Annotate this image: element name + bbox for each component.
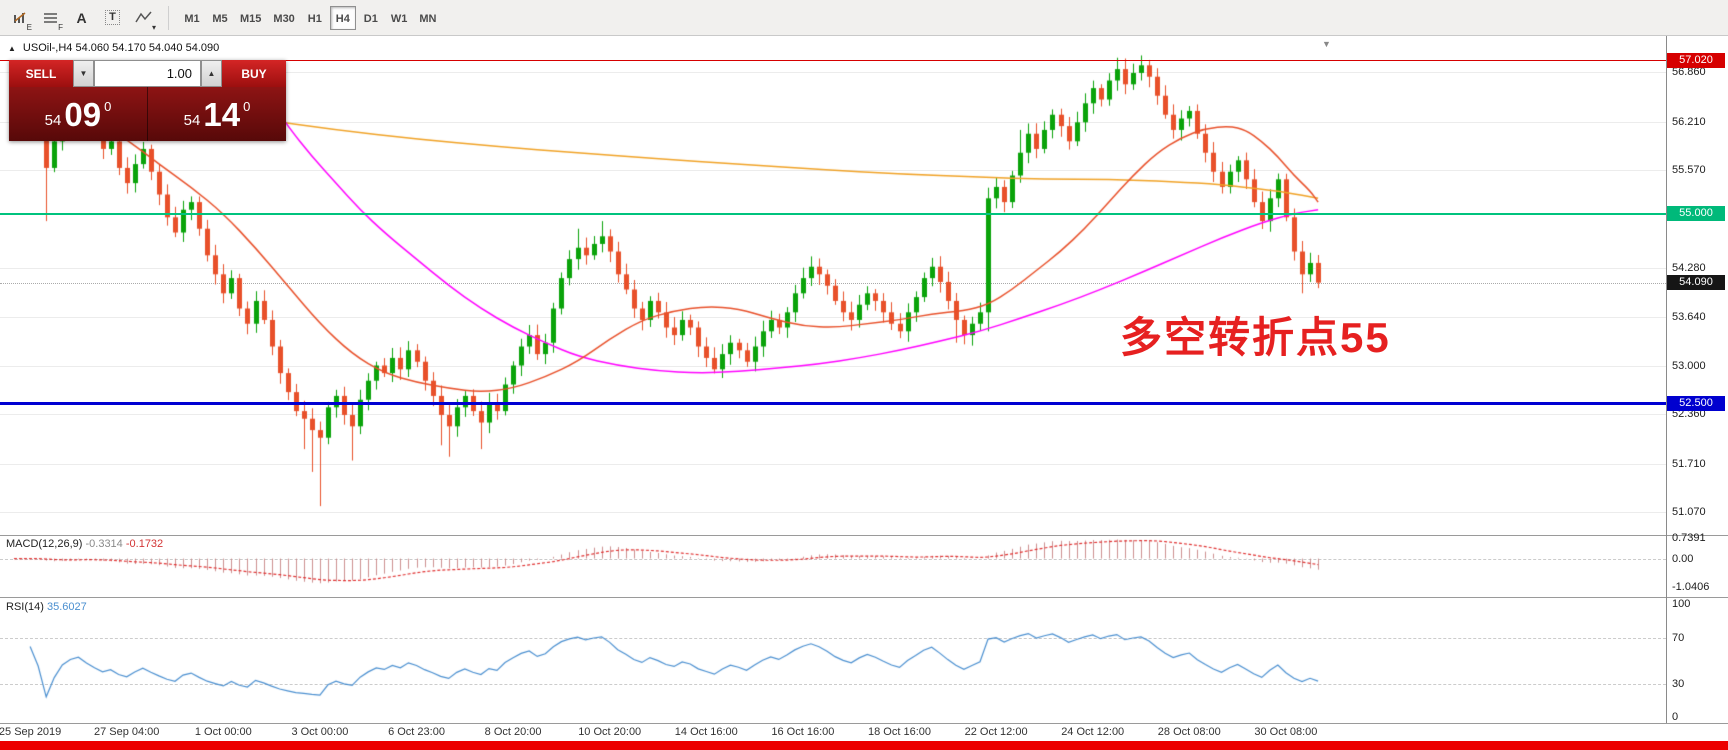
horizontal-line-52.5[interactable] <box>0 402 1666 406</box>
timeframe-d1[interactable]: D1 <box>363 12 378 25</box>
sell-button[interactable]: SELL <box>9 60 73 87</box>
buy-price-big-digits: 14 <box>203 95 241 133</box>
chart-title: ▲ USOil-,H4 54.060 54.170 54.040 54.090 <box>8 42 219 54</box>
price-axis-label: 53.640 <box>1672 310 1706 323</box>
timeframe-m1[interactable]: M1 <box>184 12 200 25</box>
time-axis-label: 16 Oct 16:00 <box>771 726 835 738</box>
price-badge-52.500: 52.500 <box>1667 396 1725 412</box>
timeframe-group: M1 M5 M15 M30 H1 H4 D1 W1 MN <box>178 5 442 30</box>
rsi-axis-label: 100 <box>1672 597 1691 610</box>
toolbar: E F A T ▾ M1 M5 M15 M30 H1 H4 D1 W1 MN <box>0 0 1728 36</box>
sell-price-pip: 0 <box>104 98 112 114</box>
price-axis-label: 52.360 <box>1672 408 1706 421</box>
price-axis-label: 56.860 <box>1672 66 1706 79</box>
macd-value-main: -0.3314 <box>85 538 123 550</box>
time-axis-label: 1 Oct 00:00 <box>194 726 252 738</box>
object-list-icon[interactable]: F <box>36 4 65 32</box>
text-cursor-tool-icon[interactable]: T <box>98 4 127 32</box>
rsi-axis-label: 0 <box>1672 711 1679 723</box>
time-axis-label: 18 Oct 16:00 <box>868 726 931 738</box>
time-axis-label: 8 Oct 20:00 <box>484 726 542 738</box>
time-axis-label: 3 Oct 00:00 <box>291 726 349 738</box>
price-divider <box>147 87 148 141</box>
macd-value-signal: -0.1732 <box>125 538 164 550</box>
macd-axis-label: -1.0406 <box>1672 581 1710 594</box>
chart-area: ▲ USOil-,H4 54.060 54.170 54.040 54.090 … <box>0 36 1728 750</box>
chart-canvas[interactable] <box>0 36 1728 750</box>
line-style-icon[interactable]: ▾ <box>129 4 158 32</box>
rsi-axis-label: 70 <box>1672 631 1685 644</box>
sell-price-whole: 54 <box>44 111 62 129</box>
time-axis-label: 14 Oct 16:00 <box>674 726 738 738</box>
macd-axis-label: 0.7391 <box>1672 532 1706 545</box>
volume-decrease-button[interactable]: ▼ <box>73 60 94 87</box>
price-axis-label: 51.070 <box>1672 506 1706 519</box>
rsi-value: 35.6027 <box>46 601 87 613</box>
macd-label: MACD(12,26,9) -0.3314 -0.1732 <box>6 538 163 550</box>
macd-axis-label: 0.00 <box>1672 552 1694 565</box>
price-badge-55.000: 55.000 <box>1667 206 1725 222</box>
chart-annotation-text: 多空转折点55 <box>1120 314 1391 361</box>
timeframe-m5[interactable]: M5 <box>212 12 228 25</box>
buy-price-pip: 0 <box>243 98 251 114</box>
time-axis-label: 6 Oct 23:00 <box>388 726 445 738</box>
timeframe-m30[interactable]: M30 <box>273 12 295 25</box>
chart-macd-separator[interactable] <box>0 535 1728 536</box>
sell-price-big-digits: 09 <box>64 95 102 133</box>
time-axis-label: 24 Oct 12:00 <box>1061 726 1125 738</box>
price-axis-label: 51.710 <box>1672 457 1706 470</box>
time-axis-label: 25 Sep 2019 <box>0 726 62 738</box>
toolbar-icon-group: E F A T ▾ <box>4 4 159 32</box>
time-axis-label: 30 Oct 08:00 <box>1254 726 1318 738</box>
buy-price-display[interactable]: 54 14 0 <box>148 87 286 141</box>
timeframe-mn[interactable]: MN <box>419 12 437 25</box>
buy-price-whole: 54 <box>183 111 201 129</box>
rsi-axis-label: 30 <box>1672 677 1685 690</box>
time-axis-label: 28 Oct 08:00 <box>1157 726 1221 738</box>
price-axis-label: 54.280 <box>1672 262 1706 275</box>
chart-edit-icon[interactable]: E <box>5 4 34 32</box>
horizontal-line-55[interactable] <box>0 212 1666 215</box>
collapse-triangle-icon[interactable]: ▲ <box>8 43 16 53</box>
one-click-trading-panel: SELL ▼ ▲ BUY 54 09 0 54 14 0 <box>9 60 286 141</box>
buy-button[interactable]: BUY <box>222 60 286 87</box>
price-shift-marker-icon[interactable]: ▼ <box>1322 39 1331 49</box>
price-badge-57.020: 57.020 <box>1667 52 1725 68</box>
time-axis-label: 10 Oct 20:00 <box>578 726 642 738</box>
timeframe-m15[interactable]: M15 <box>240 12 262 25</box>
rsi-name: RSI(14) <box>6 601 44 613</box>
timeframe-w1[interactable]: W1 <box>390 12 408 25</box>
volume-input[interactable] <box>94 60 201 87</box>
timeframe-h4[interactable]: H4 <box>329 5 356 30</box>
rsi-label: RSI(14) 35.6027 <box>6 601 87 613</box>
horizontal-line-57.02[interactable] <box>0 59 1666 61</box>
timeframe-h1[interactable]: H1 <box>307 12 322 25</box>
price-axis-label: 56.210 <box>1672 115 1706 128</box>
bottom-red-bar <box>0 741 1728 750</box>
price-badge-54.090: 54.090 <box>1667 275 1725 291</box>
price-axis-line <box>1666 36 1667 723</box>
sell-price-display[interactable]: 54 09 0 <box>9 87 147 141</box>
toolbar-separator <box>168 5 169 30</box>
text-tool-icon[interactable]: A <box>76 9 87 26</box>
macd-name: MACD(12,26,9) <box>6 538 83 550</box>
chart-title-text: USOil-,H4 54.060 54.170 54.040 54.090 <box>22 42 220 54</box>
price-axis-label: 55.570 <box>1672 164 1706 177</box>
time-axis-label: 22 Oct 12:00 <box>964 726 1028 738</box>
volume-increase-button[interactable]: ▲ <box>201 60 222 87</box>
macd-rsi-separator[interactable] <box>0 597 1728 598</box>
time-axis-line <box>0 723 1728 724</box>
price-axis-label: 53.000 <box>1672 359 1706 372</box>
time-axis-label: 27 Sep 04:00 <box>93 726 160 738</box>
